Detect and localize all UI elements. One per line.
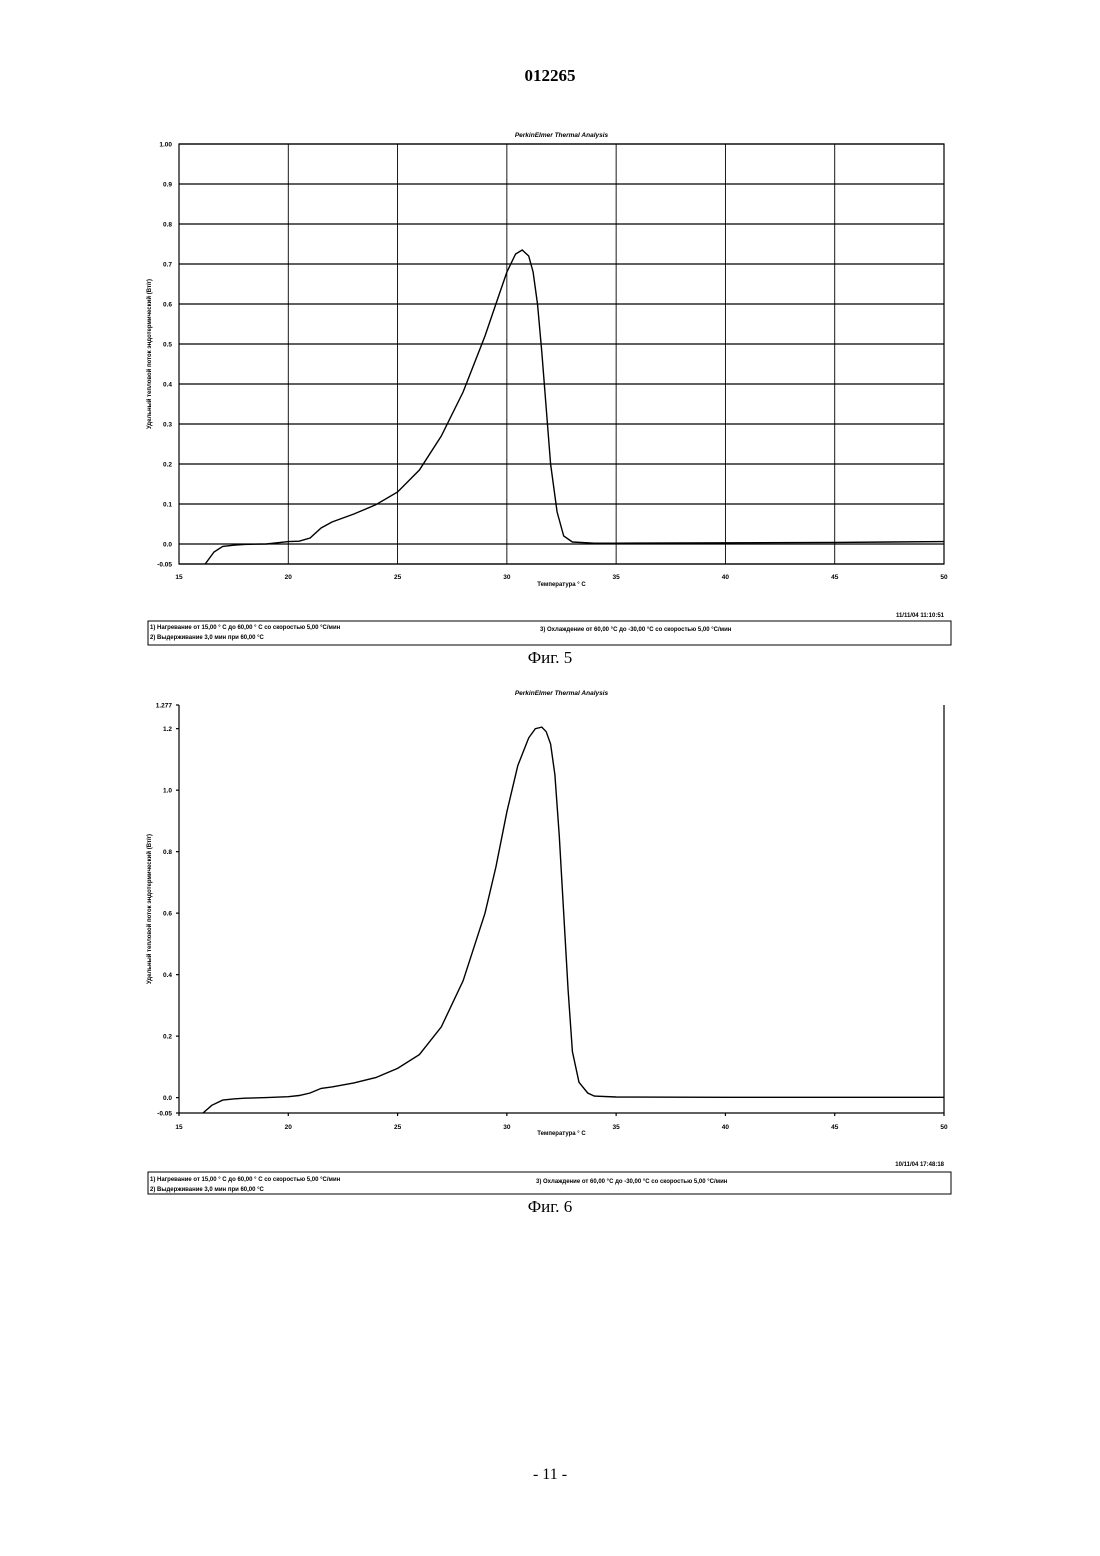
fig6-y-axis-title: Удельный тепловой поток эндотермический … [146,834,153,984]
fig5-method-step-1: 1) Нагревание от 15,00 ° C до 60,00 ° C … [150,625,341,631]
fig5-x-tick-label: 35 [613,574,621,581]
fig6-x-tick-label: 25 [394,1124,402,1131]
fig5-y-tick-label: 0.2 [163,462,172,469]
fig6-x-tick-label: 20 [285,1124,293,1131]
fig6-x-tick-label: 15 [175,1124,183,1131]
fig6-y-tick-label: 0.8 [163,849,172,856]
fig6-y-tick-label: 1.2 [163,726,172,733]
figure-5-caption: Фиг. 5 [0,648,1100,668]
fig5-y-tick-label: 0.4 [163,382,172,389]
fig5-y-tick-label: 1.00 [159,142,172,149]
fig5-method-step-3: 3) Охлаждение от 60,00 °С до -30,00 °С с… [540,627,732,633]
fig5-y-tick-label: 0.3 [163,422,172,429]
fig6-x-tick-label: 50 [940,1124,948,1131]
fig5-y-axis-title: Удельный тепловой поток эндотермический … [146,279,153,429]
fig5-y-tick-label: 0.6 [163,302,172,309]
fig5-plot-frame [179,144,944,564]
fig6-y-tick-label: 0.2 [163,1034,172,1041]
fig6-x-tick-label: 45 [831,1124,839,1131]
figure-6-caption: Фиг. 6 [0,1197,1100,1217]
fig5-y-tick-label: 0.1 [163,502,172,509]
figure-6-chart: PerkinElmer Thermal Analysis -0.05 0.0 0.2 0… [0,680,1100,1198]
page-number: - 11 - [0,1466,1100,1484]
fig6-x-tick-label: 30 [503,1124,511,1131]
fig5-y-tick-label: 0.5 [163,342,172,349]
fig5-x-tick-label: 40 [722,574,730,581]
fig6-method-step-1: 1) Нагревание от 15,00 ° C до 60,00 ° C … [150,1177,341,1183]
fig6-x-tick-label: 40 [722,1124,730,1131]
fig6-method-step-3: 3) Охлаждение от 60,00 °С до -30,00 °С с… [536,1179,728,1185]
fig5-x-tick-label: 25 [394,574,402,581]
fig5-series-line [205,250,944,564]
fig5-y-tick-label: -0.05 [157,562,172,569]
figure-5-chart: PerkinElmer Thermal Analysis -0.05 0.0 0.1 0… [0,120,1100,650]
fig5-chart-title: PerkinElmer Thermal Analysis [515,132,609,139]
fig5-y-tick-label: 0.9 [163,182,172,189]
fig5-y-tick-label: 0.7 [163,262,172,269]
fig5-x-tick-label: 20 [285,574,293,581]
fig6-y-tick-label: 0.4 [163,972,172,979]
fig6-x-axis-title: Температура ° C [537,1131,586,1137]
document-number: 012265 [0,66,1100,86]
fig6-y-tick-label: 1.0 [163,788,172,795]
fig6-y-tick-label: 1.277 [156,703,173,710]
fig5-x-tick-label: 30 [503,574,511,581]
fig5-y-tick-label: 0.8 [163,222,172,229]
fig6-y-tick-label: 0.0 [163,1095,172,1102]
fig5-x-tick-label: 15 [175,574,183,581]
fig5-x-tick-label: 45 [831,574,839,581]
fig6-series-line [203,727,944,1113]
fig6-x-tick-label: 35 [613,1124,621,1131]
fig5-x-axis-title: Температура ° C [537,582,586,588]
fig5-y-tick-label: 0.0 [163,542,172,549]
fig6-timestamp: 10/11/04 17:48:18 [895,1162,944,1168]
fig6-chart-title: PerkinElmer Thermal Analysis [515,690,609,697]
fig6-y-tick-label: -0.05 [157,1111,172,1118]
fig5-x-tick-label: 50 [940,574,948,581]
fig5-method-step-2: 2) Выдерживание 3,0 мин при 60,00 °С [150,635,265,641]
fig5-timestamp: 11/11/04 11:10:51 [896,613,945,619]
fig6-y-tick-label: 0.6 [163,911,172,918]
fig6-method-step-2: 2) Выдерживание 3,0 мин при 60,00 °С [150,1187,265,1193]
